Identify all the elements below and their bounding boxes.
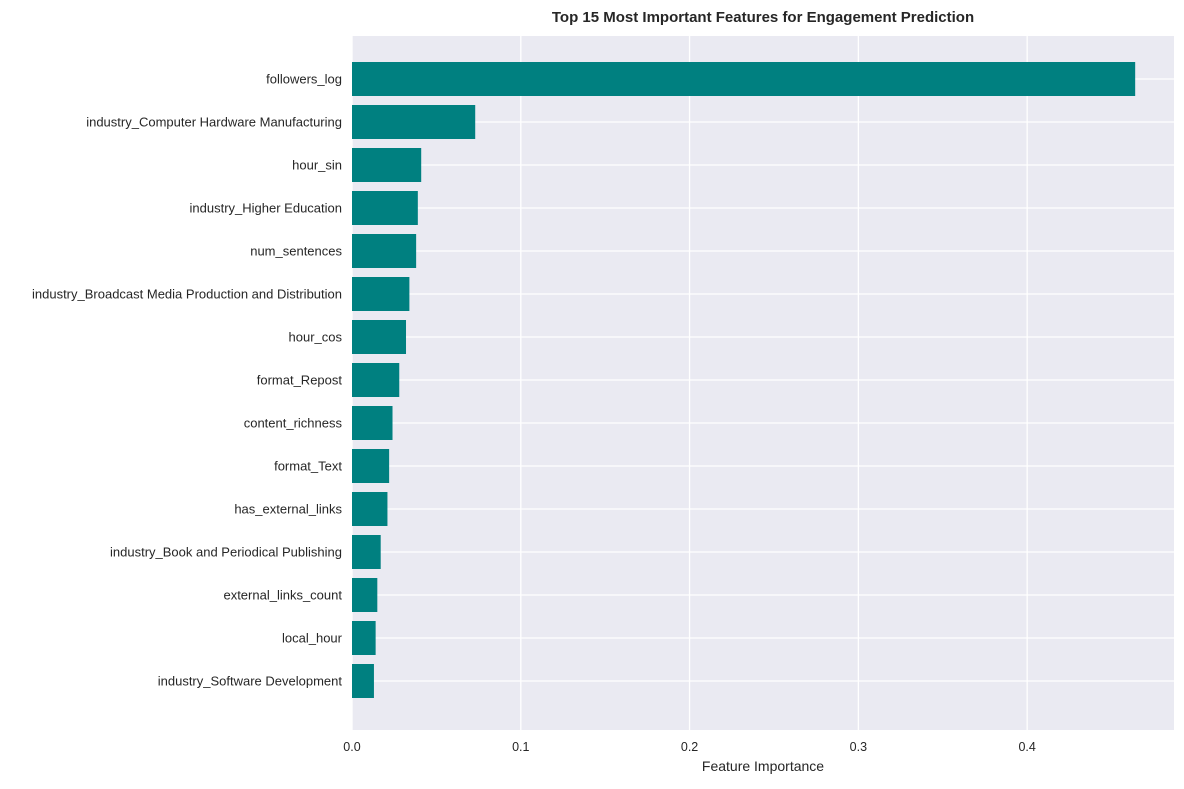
bar — [352, 191, 418, 225]
x-tick-label: 0.1 — [512, 740, 529, 754]
y-tick-label: industry_Higher Education — [190, 201, 342, 216]
bar — [352, 449, 390, 483]
x-tick-label: 0.4 — [1018, 740, 1035, 754]
y-tick-label: industry_Broadcast Media Production and … — [32, 287, 342, 302]
bar — [352, 578, 378, 612]
bar — [352, 492, 388, 526]
y-tick-label: external_links_count — [223, 588, 342, 603]
y-tick-label: hour_cos — [289, 330, 343, 345]
bar — [352, 621, 376, 655]
bar — [352, 406, 393, 440]
y-tick-label: hour_sin — [292, 158, 342, 173]
bar — [352, 664, 374, 698]
bar — [352, 535, 381, 569]
y-tick-label: format_Repost — [257, 373, 343, 388]
y-tick-label: format_Text — [274, 459, 342, 474]
x-tick-label: 0.0 — [343, 740, 360, 754]
bar — [352, 277, 410, 311]
x-tick-label: 0.3 — [850, 740, 867, 754]
x-axis-label: Feature Importance — [702, 758, 824, 774]
y-tick-labels: followers_log industry_Computer Hardware … — [32, 72, 343, 689]
y-tick-label: local_hour — [282, 631, 343, 646]
y-tick-label: industry_Computer Hardware Manufacturing — [86, 115, 342, 130]
chart-title: Top 15 Most Important Features for Engag… — [552, 9, 974, 26]
bar — [352, 320, 407, 354]
bars — [352, 62, 1136, 698]
bar — [352, 148, 422, 182]
y-tick-label: num_sentences — [250, 244, 342, 259]
plot-background — [352, 36, 1174, 730]
y-tick-label: industry_Software Development — [158, 674, 343, 689]
bar — [352, 62, 1136, 96]
bar — [352, 234, 417, 268]
y-tick-label: has_external_links — [234, 502, 342, 517]
y-tick-label: content_richness — [244, 416, 343, 431]
x-tick-label: 0.2 — [681, 740, 698, 754]
y-tick-label: followers_log — [266, 72, 342, 87]
bar — [352, 363, 400, 397]
x-tick-labels: 0.0 0.1 0.2 0.3 0.4 — [343, 740, 1036, 754]
bar — [352, 105, 476, 139]
y-tick-label: industry_Book and Periodical Publishing — [110, 545, 342, 560]
